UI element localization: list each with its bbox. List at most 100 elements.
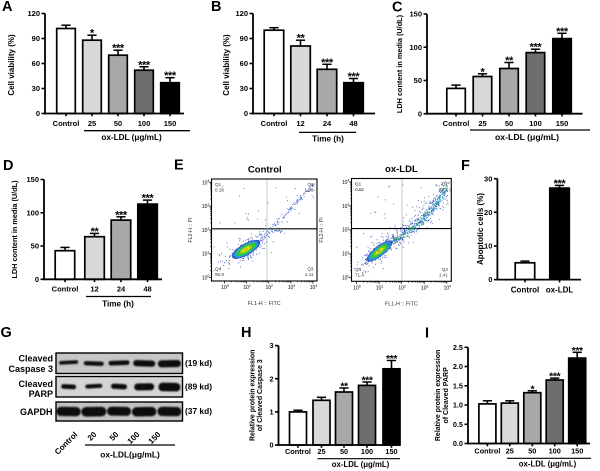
svg-text:Q1: Q1: [215, 182, 222, 187]
svg-text:3: 3: [269, 341, 273, 350]
svg-text:48: 48: [143, 285, 151, 294]
svg-text:FL2-H :: PI: FL2-H :: PI: [188, 217, 194, 242]
svg-text:71.4: 71.4: [355, 272, 364, 277]
svg-text:***: ***: [530, 42, 543, 54]
svg-text:101: 101: [342, 251, 350, 258]
svg-text:of Cleaved PARP: of Cleaved PARP: [443, 367, 450, 424]
svg-text:Q2: Q2: [442, 182, 449, 187]
svg-text:30: 30: [240, 84, 248, 93]
svg-text:0: 0: [488, 275, 492, 284]
svg-text:0: 0: [244, 109, 248, 118]
svg-text:PARP: PARP: [29, 389, 53, 399]
svg-text:**: **: [505, 55, 514, 67]
svg-text:25: 25: [88, 119, 96, 128]
svg-text:ox-LDL (μg/mL): ox-LDL (μg/mL): [495, 132, 559, 142]
svg-text:103: 103: [202, 203, 210, 210]
svg-text:103: 103: [421, 284, 429, 291]
svg-text:Cleaved: Cleaved: [18, 354, 53, 364]
svg-text:100: 100: [409, 43, 422, 52]
svg-text:***: ***: [556, 26, 569, 38]
svg-text:(37 kd): (37 kd): [185, 406, 212, 416]
svg-text:60: 60: [240, 59, 248, 68]
svg-text:(89 kd): (89 kd): [185, 382, 212, 392]
svg-text:(19 kd): (19 kd): [185, 358, 212, 368]
svg-text:95.9: 95.9: [215, 272, 224, 277]
svg-text:10: 10: [484, 242, 492, 251]
svg-text:90: 90: [240, 34, 248, 43]
svg-text:120: 120: [235, 9, 248, 18]
svg-text:50: 50: [414, 76, 422, 85]
svg-text:20: 20: [484, 208, 492, 217]
svg-text:50: 50: [505, 119, 513, 128]
svg-text:Control: Control: [261, 119, 288, 128]
svg-text:Cleaved: Cleaved: [18, 379, 53, 389]
svg-text:50: 50: [340, 447, 348, 456]
svg-text:Control: Control: [511, 286, 539, 295]
svg-text:0: 0: [269, 441, 273, 450]
svg-text:104: 104: [202, 179, 210, 186]
svg-text:Cell viability (%): Cell viability (%): [222, 34, 231, 96]
svg-text:0: 0: [36, 109, 40, 118]
svg-text:Apoptotic cells (%): Apoptotic cells (%): [476, 193, 485, 265]
svg-text:***: ***: [386, 353, 398, 365]
svg-text:Control: Control: [474, 447, 500, 456]
svg-text:30: 30: [484, 174, 492, 183]
svg-text:Cell viability (%): Cell viability (%): [7, 34, 16, 96]
svg-text:*: *: [481, 66, 486, 78]
svg-text:of Cleaved Caspase 3: of Cleaved Caspase 3: [257, 359, 264, 431]
svg-text:60: 60: [32, 59, 40, 68]
svg-text:100: 100: [26, 208, 39, 217]
svg-text:ox-LDL (μg/mL): ox-LDL (μg/mL): [332, 460, 390, 469]
svg-text:0.18: 0.18: [215, 188, 224, 193]
svg-text:50: 50: [528, 447, 536, 456]
svg-text:I: I: [425, 326, 429, 342]
svg-text:ox-LDL (μg/mL): ox-LDL (μg/mL): [519, 460, 577, 469]
svg-text:100: 100: [353, 284, 361, 291]
svg-text:F: F: [461, 158, 470, 174]
svg-text:C: C: [392, 0, 403, 16]
svg-text:102: 102: [398, 284, 406, 291]
svg-text:ox-LDL: ox-LDL: [546, 286, 574, 295]
svg-text:150: 150: [164, 119, 177, 128]
svg-text:25: 25: [317, 447, 325, 456]
svg-text:***: ***: [572, 345, 584, 357]
svg-text:***: ***: [164, 70, 177, 82]
svg-text:2: 2: [269, 374, 273, 383]
svg-text:102: 102: [342, 227, 350, 234]
svg-text:***: ***: [361, 375, 373, 387]
svg-text:ox-LDL (μg/mL): ox-LDL (μg/mL): [101, 133, 162, 142]
svg-text:Time (h): Time (h): [312, 135, 344, 144]
svg-text:120: 120: [27, 9, 40, 18]
svg-text:Relative protein expression: Relative protein expression: [250, 350, 257, 441]
svg-text:ox-LDL(μg/mL): ox-LDL(μg/mL): [100, 450, 160, 460]
svg-text:***: ***: [554, 178, 567, 190]
svg-text:0: 0: [35, 275, 39, 284]
svg-text:Control: Control: [248, 165, 282, 176]
svg-text:24: 24: [117, 285, 126, 294]
svg-text:1.5: 1.5: [453, 381, 463, 390]
svg-text:GAPDH: GAPDH: [20, 407, 53, 417]
svg-text:***: ***: [112, 43, 125, 55]
svg-text:150: 150: [409, 10, 422, 19]
svg-text:FL1-H :: FITC: FL1-H :: FITC: [248, 301, 281, 307]
svg-text:**: **: [340, 381, 349, 393]
svg-text:24.6: 24.6: [439, 187, 448, 192]
svg-text:Caspase 3: Caspase 3: [8, 364, 53, 374]
svg-text:101: 101: [376, 284, 384, 291]
svg-text:***: ***: [138, 59, 151, 71]
svg-text:B: B: [211, 0, 221, 15]
svg-text:Q3: Q3: [307, 267, 314, 272]
svg-text:25: 25: [506, 447, 514, 456]
svg-text:**: **: [297, 33, 306, 45]
svg-text:100: 100: [342, 275, 350, 282]
svg-text:150: 150: [556, 119, 569, 128]
svg-text:100: 100: [361, 447, 373, 456]
svg-text:Time (h): Time (h): [102, 300, 134, 309]
svg-text:48: 48: [349, 119, 357, 128]
svg-text:2.0: 2.0: [453, 362, 463, 371]
svg-text:A: A: [2, 0, 13, 15]
svg-text:Q1: Q1: [355, 182, 362, 187]
svg-text:G: G: [1, 325, 12, 341]
svg-text:Q4: Q4: [355, 267, 362, 272]
svg-text:103: 103: [288, 284, 296, 291]
